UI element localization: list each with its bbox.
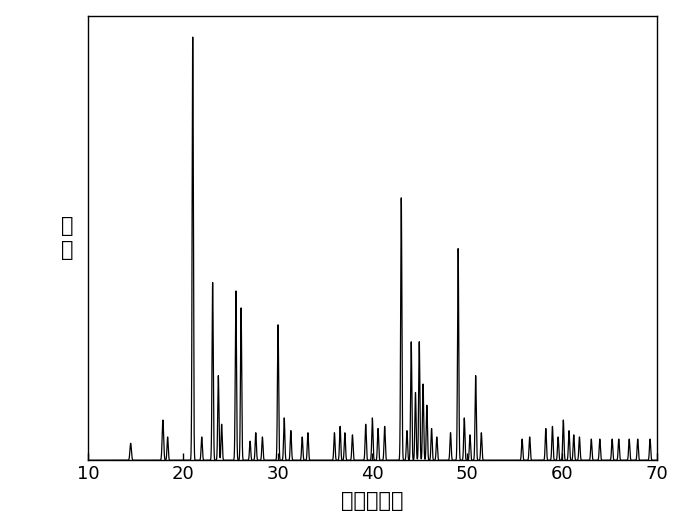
X-axis label: 角度（度）: 角度（度） [341, 491, 403, 512]
Y-axis label: 强
度: 强 度 [61, 216, 73, 260]
